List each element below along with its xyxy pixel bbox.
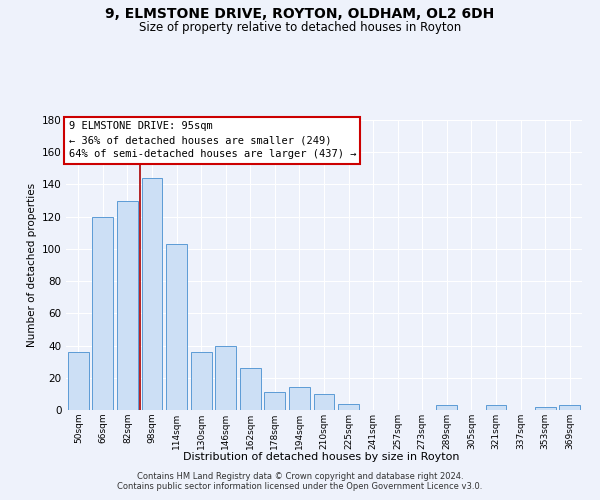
- Bar: [191, 352, 212, 410]
- Bar: [436, 405, 457, 410]
- Bar: [215, 346, 236, 410]
- Bar: [485, 405, 506, 410]
- Bar: [92, 216, 113, 410]
- Bar: [338, 404, 359, 410]
- Bar: [559, 405, 580, 410]
- Bar: [142, 178, 163, 410]
- Bar: [314, 394, 334, 410]
- Y-axis label: Number of detached properties: Number of detached properties: [26, 183, 37, 347]
- Text: Contains public sector information licensed under the Open Government Licence v3: Contains public sector information licen…: [118, 482, 482, 491]
- Text: 9, ELMSTONE DRIVE, ROYTON, OLDHAM, OL2 6DH: 9, ELMSTONE DRIVE, ROYTON, OLDHAM, OL2 6…: [106, 8, 494, 22]
- Bar: [289, 388, 310, 410]
- Text: 9 ELMSTONE DRIVE: 95sqm
← 36% of detached houses are smaller (249)
64% of semi-d: 9 ELMSTONE DRIVE: 95sqm ← 36% of detache…: [68, 122, 356, 160]
- Bar: [265, 392, 286, 410]
- Bar: [535, 407, 556, 410]
- Bar: [166, 244, 187, 410]
- Text: Distribution of detached houses by size in Royton: Distribution of detached houses by size …: [183, 452, 459, 462]
- Bar: [240, 368, 261, 410]
- Bar: [117, 200, 138, 410]
- Text: Contains HM Land Registry data © Crown copyright and database right 2024.: Contains HM Land Registry data © Crown c…: [137, 472, 463, 481]
- Text: Size of property relative to detached houses in Royton: Size of property relative to detached ho…: [139, 21, 461, 34]
- Bar: [68, 352, 89, 410]
